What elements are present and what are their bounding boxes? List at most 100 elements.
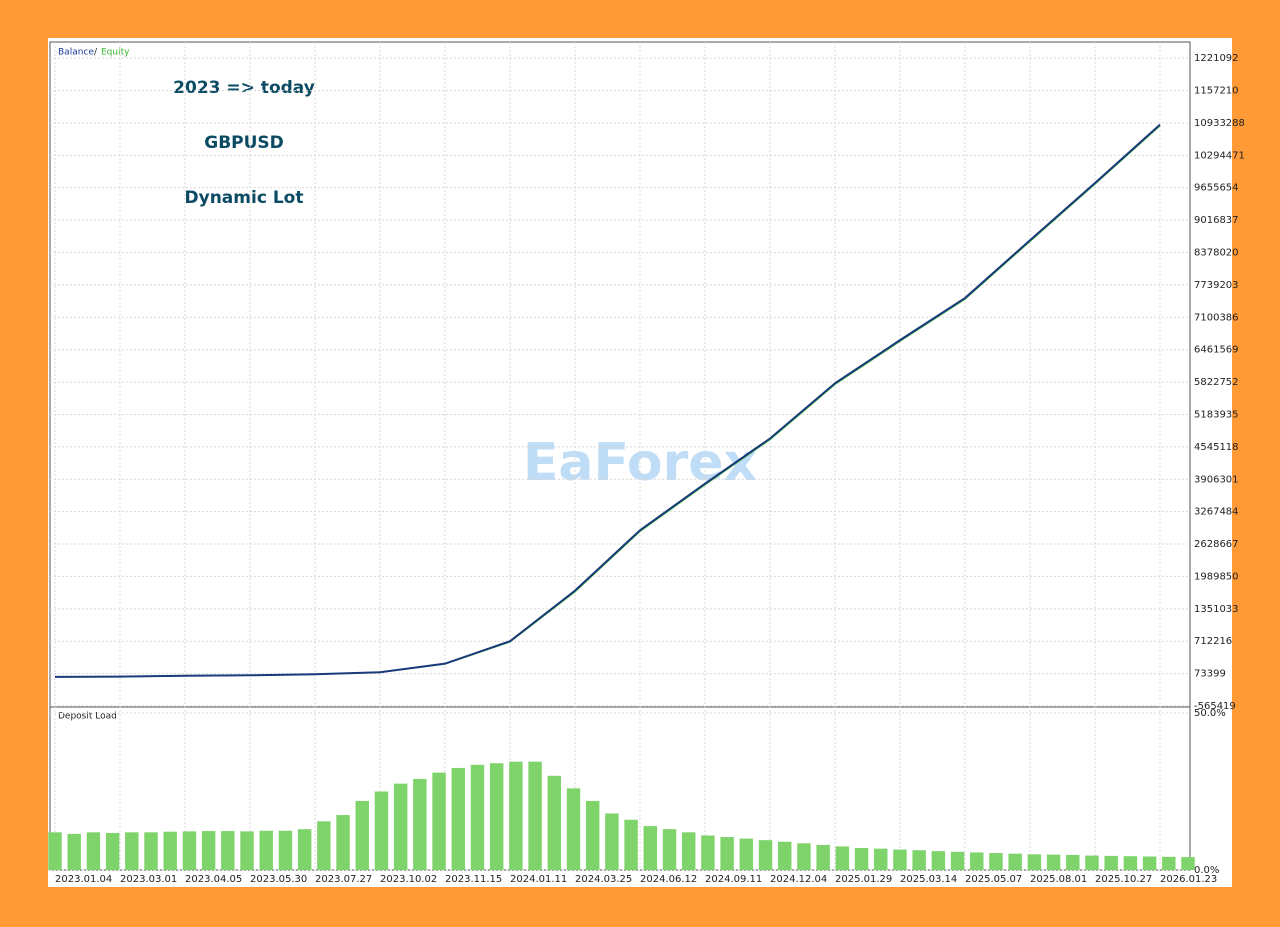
bar [970, 852, 984, 870]
bar [470, 764, 485, 870]
bar [509, 761, 523, 870]
annotation: 2023 => today [173, 78, 315, 98]
y-tick-label: 1351033 [1194, 604, 1239, 615]
bar [1046, 854, 1061, 870]
y-tick-label: 9016837 [1194, 215, 1239, 226]
bar [182, 831, 197, 870]
y-tick-label: 50.0% [1194, 708, 1226, 719]
y-tick-label: 5822752 [1194, 377, 1239, 388]
bar [278, 830, 293, 870]
y-tick-label: 1989850 [1194, 571, 1239, 582]
annotation: GBPUSD [204, 133, 284, 153]
bar [432, 772, 446, 870]
bar [893, 849, 907, 870]
bar [797, 843, 811, 870]
y-tick-label: 5183935 [1194, 409, 1239, 420]
x-tick-label: 2023.05.30 [250, 874, 307, 885]
bar [835, 846, 850, 870]
bar [1123, 856, 1138, 870]
y-tick-label: 3906301 [1194, 474, 1239, 485]
x-tick-label: 2025.10.27 [1095, 874, 1152, 885]
bar [355, 800, 369, 870]
bar [931, 851, 946, 870]
y-tick-label: 712216 [1194, 636, 1232, 647]
bar [566, 788, 581, 870]
y-tick-label: 6461569 [1194, 345, 1239, 356]
x-tick-label: 2023.04.05 [185, 874, 242, 885]
bar [912, 850, 926, 870]
series-line [54, 123, 1161, 678]
subchart-title: Deposit Load [58, 712, 117, 722]
x-tick-label: 2025.03.14 [900, 874, 957, 885]
y-tick-label: 0.0% [1194, 865, 1219, 876]
bar [144, 832, 158, 870]
bar [125, 832, 139, 870]
x-tick-label: 2025.08.01 [1030, 874, 1087, 885]
bar [67, 833, 81, 870]
bar [1066, 854, 1080, 870]
legend-sep: / [94, 48, 98, 58]
bar [201, 831, 216, 870]
x-tick-label: 2024.01.11 [510, 874, 567, 885]
y-tick-label: 4545118 [1194, 442, 1239, 453]
bar [1162, 856, 1176, 870]
y-tick-label: 8378020 [1194, 248, 1239, 259]
bar [86, 832, 101, 870]
bar [662, 829, 677, 870]
y-tick-label: 1157210 [1194, 86, 1239, 97]
bar [317, 821, 331, 870]
bar [854, 848, 869, 870]
bar [105, 832, 120, 870]
y-tick-label: 1221092 [1194, 53, 1239, 64]
bar [1085, 855, 1099, 870]
y-tick-label: 9655654 [1194, 183, 1239, 194]
bar [1008, 853, 1022, 870]
bar [1027, 854, 1042, 870]
bar [336, 815, 350, 870]
bar [240, 831, 254, 870]
bar [989, 853, 1003, 870]
bar [528, 761, 542, 870]
bar [874, 848, 888, 870]
bar [374, 791, 389, 870]
bar [758, 840, 773, 870]
bar [451, 767, 465, 870]
y-tick-label: 2628667 [1194, 539, 1239, 550]
y-tick-label: 73399 [1194, 669, 1226, 680]
bar [681, 832, 696, 870]
bar [643, 826, 658, 870]
x-tick-label: 2023.11.15 [445, 874, 502, 885]
x-tick-label: 2023.07.27 [315, 874, 372, 885]
x-tick-label: 2023.03.01 [120, 874, 177, 885]
bar [1104, 855, 1118, 870]
y-tick-label: 10294471 [1194, 150, 1245, 161]
bar [48, 832, 62, 870]
bar [605, 813, 619, 870]
y-tick-label: 7739203 [1194, 280, 1239, 291]
bar [739, 838, 754, 870]
annotation: Dynamic Lot [185, 188, 304, 208]
bar [585, 800, 600, 870]
y-tick-label: 7100386 [1194, 312, 1239, 323]
x-tick-label: 2025.05.07 [965, 874, 1022, 885]
bar [950, 851, 965, 870]
x-tick-label: 2024.12.04 [770, 874, 827, 885]
y-tick-label: -565419 [1194, 701, 1236, 712]
bar [163, 831, 177, 870]
x-tick-label: 2025.01.29 [835, 874, 892, 885]
bar [1142, 856, 1157, 870]
bar [393, 783, 408, 870]
x-tick-label: 2023.01.04 [55, 874, 112, 885]
bar [221, 831, 235, 870]
y-tick-label: 10933288 [1194, 118, 1245, 129]
bar [297, 829, 312, 870]
bar [547, 775, 562, 870]
legend-balance: Balance [58, 48, 94, 58]
bar [816, 844, 830, 870]
x-tick-label: 2024.06.12 [640, 874, 697, 885]
bar [259, 830, 273, 870]
bar [778, 841, 792, 870]
bar [624, 819, 638, 870]
bar [1181, 857, 1195, 870]
